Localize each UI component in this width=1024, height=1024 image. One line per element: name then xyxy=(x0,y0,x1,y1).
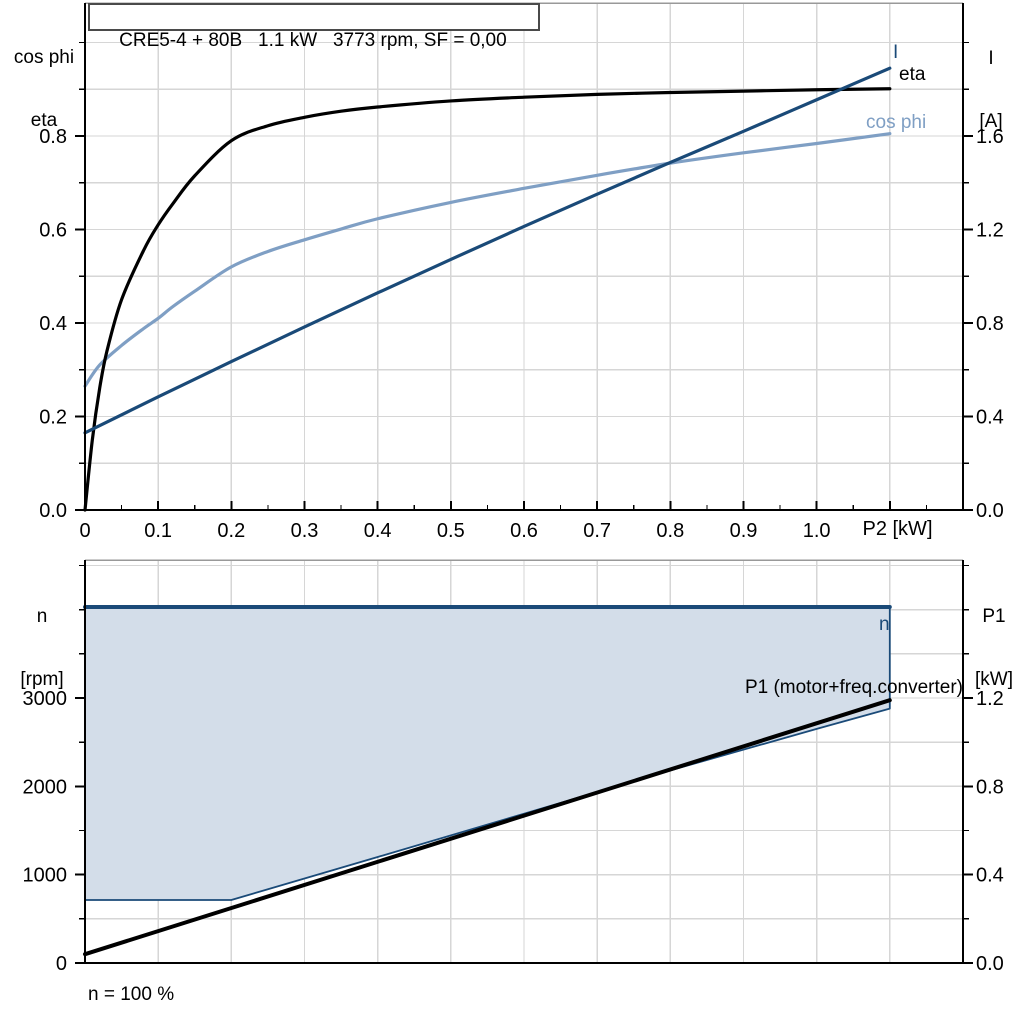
top-right-axis-title: I [A] xyxy=(962,6,1020,174)
curve-label-eta: eta xyxy=(899,64,926,85)
svg-text:0: 0 xyxy=(56,953,67,975)
curve-label-cos-phi: cos phi xyxy=(866,112,927,133)
motor-performance-chart-grid xyxy=(85,3,963,510)
speed-and-input-power-chart-area xyxy=(85,607,890,900)
svg-text:0.1: 0.1 xyxy=(144,520,172,542)
curve-label-n: n xyxy=(879,614,890,635)
chart-title: CRE5-4 + 80B 1.1 kW 3773 rpm, SF = 0,00 xyxy=(119,30,507,51)
svg-text:0: 0 xyxy=(79,520,90,542)
x-axis-label: P2 [kW] xyxy=(862,518,933,540)
speed-footnote: n = 100 % xyxy=(88,984,175,1005)
svg-text:0.8: 0.8 xyxy=(656,520,684,542)
svg-text:0.8: 0.8 xyxy=(976,313,1004,335)
svg-text:0.8: 0.8 xyxy=(39,126,67,148)
svg-text:1000: 1000 xyxy=(23,865,68,887)
axis-title-current-unit: [A] xyxy=(979,111,1003,132)
svg-text:1.2: 1.2 xyxy=(976,688,1004,710)
svg-text:0.4: 0.4 xyxy=(364,520,392,542)
speed-and-input-power-chart-ticks xyxy=(75,564,973,964)
svg-text:0.4: 0.4 xyxy=(39,313,67,335)
axis-title-p1: P1 xyxy=(982,606,1006,627)
series-i xyxy=(83,66,892,435)
curve-label-current: I xyxy=(893,42,899,63)
speed-and-input-power-chart-frame xyxy=(84,559,964,964)
svg-text:0.0: 0.0 xyxy=(39,500,67,522)
bottom-left-axis-title: n [rpm] xyxy=(2,564,82,732)
svg-text:0.3: 0.3 xyxy=(291,520,319,542)
svg-text:0.9: 0.9 xyxy=(730,520,758,542)
axis-title-eta: eta xyxy=(30,110,58,131)
svg-text:2000: 2000 xyxy=(23,776,68,798)
top-left-axis-title: cos phi eta xyxy=(4,5,84,173)
series-cos-phi xyxy=(83,132,892,388)
bottom-right-axis-title: P1 [kW] xyxy=(966,564,1022,732)
chart-title-box: CRE5-4 + 80B 1.1 kW 3773 rpm, SF = 0,00 xyxy=(88,3,540,51)
axis-title-p1-unit: [kW] xyxy=(975,669,1013,690)
svg-text:0.0: 0.0 xyxy=(976,953,1004,975)
svg-text:0.4: 0.4 xyxy=(976,865,1004,887)
motor-performance-chart-ticks xyxy=(75,41,973,511)
svg-text:1.2: 1.2 xyxy=(976,220,1004,242)
motor-performance-chart-tick-labels: 0.0 0.2 0.4 0.6 0.8 0.0 0.4 0.8 1.2 1.6 0 0.1 0.2 0.3… xyxy=(39,126,1004,542)
svg-text:0.0: 0.0 xyxy=(976,500,1004,522)
series-eta xyxy=(83,87,892,512)
svg-text:0.2: 0.2 xyxy=(217,520,245,542)
svg-text:1.6: 1.6 xyxy=(976,126,1004,148)
speed-and-input-power-chart-tick-labels: 0 1000 2000 3000 0.0 0.4 0.8 1.2 xyxy=(23,688,1004,975)
series-p1-motor-freq-converter- xyxy=(83,698,892,957)
svg-text:0.7: 0.7 xyxy=(583,520,611,542)
axis-title-cos-phi: cos phi xyxy=(13,47,75,68)
svg-text:0.6: 0.6 xyxy=(39,220,67,242)
svg-text:0.8: 0.8 xyxy=(976,776,1004,798)
svg-text:0.2: 0.2 xyxy=(39,407,67,429)
axis-title-speed: n xyxy=(36,606,48,627)
svg-text:0.6: 0.6 xyxy=(510,520,538,542)
curve-label-p1: P1 (motor+freq.converter) xyxy=(744,677,963,698)
svg-text:0.5: 0.5 xyxy=(437,520,465,542)
axis-title-current: I xyxy=(988,48,994,69)
svg-text:1.0: 1.0 xyxy=(803,520,831,542)
axis-title-speed-unit: [rpm] xyxy=(20,669,64,690)
svg-text:0.4: 0.4 xyxy=(976,407,1004,429)
svg-text:3000: 3000 xyxy=(23,688,68,710)
